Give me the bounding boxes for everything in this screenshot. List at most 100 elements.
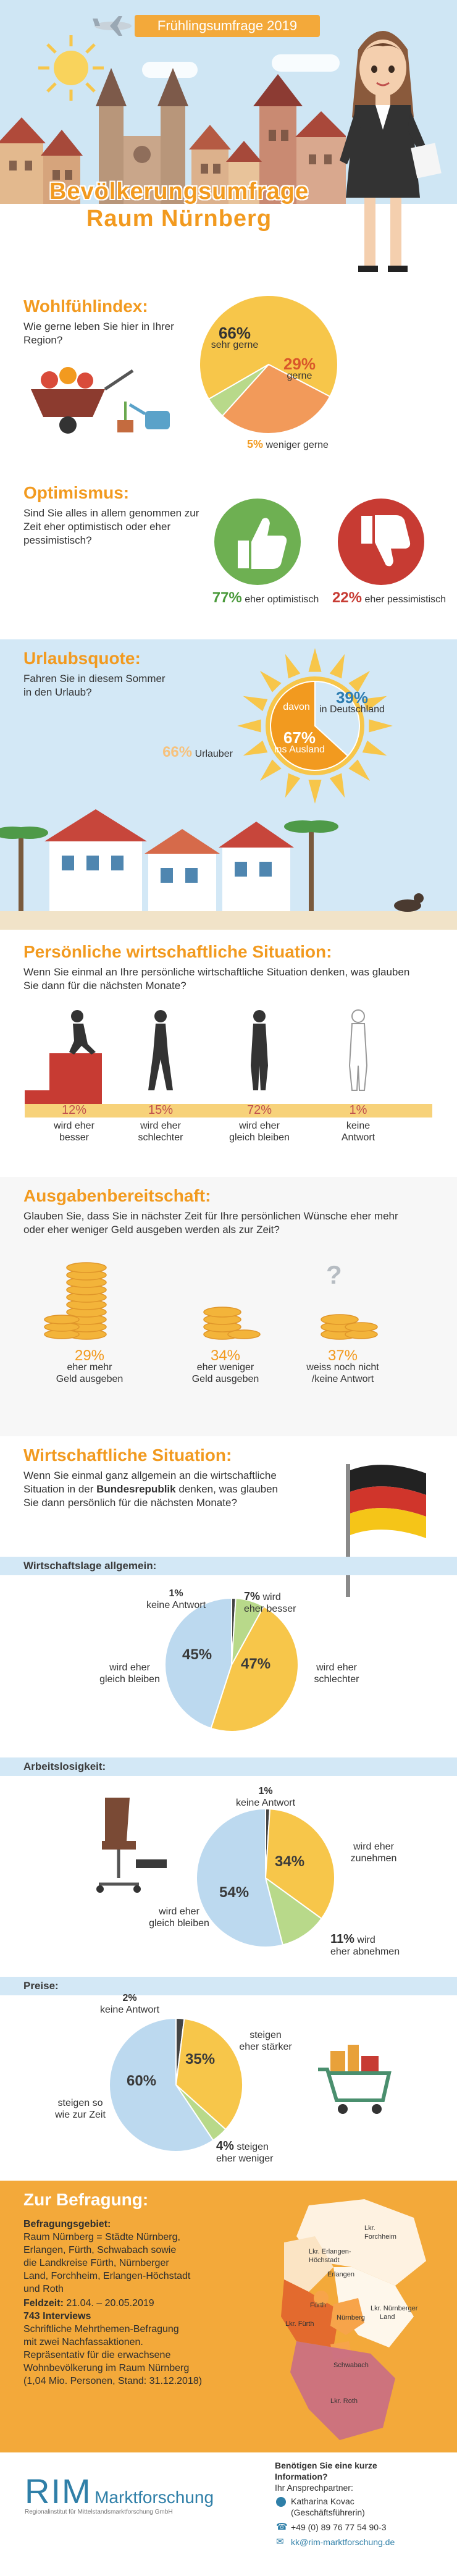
map-fuerth-city: Fürth — [310, 2302, 326, 2309]
sun-ray — [362, 696, 387, 712]
persoenlich-l1: wird eher — [140, 1121, 181, 1131]
persoenlich-question: Wenn Sie einmal an Ihre persönliche wirt… — [23, 966, 410, 991]
preise-weniger-l2: eher weniger — [216, 2153, 274, 2164]
lage-bar — [0, 1557, 457, 1575]
persoenlich-l1: keine — [346, 1121, 371, 1131]
sun-ray — [362, 740, 387, 756]
map-erlangen: Lkr. Erlangen- — [309, 2248, 351, 2255]
preise-weniger: 4% steigen eher weniger — [216, 2140, 303, 2165]
ausgaben-title: Ausgabenbereitschaft: — [23, 1186, 211, 1205]
ausgaben-l2: /keine Antwort — [311, 1374, 374, 1384]
logo-markt: Marktforschung — [94, 2488, 214, 2507]
ausgaben-l1: eher weniger — [196, 1362, 254, 1373]
map-erlangen-city: Erlangen — [327, 2271, 354, 2278]
lage-keine-label: keine Antwort — [146, 1600, 206, 1610]
arbeit-pie-chart — [196, 1808, 335, 1948]
pie-slice-sehr-gerne — [199, 295, 338, 400]
pie-slice-ins-ausland — [270, 680, 349, 771]
wohlfuehl-label-sehr-gerne: 66% sehr gerne — [198, 325, 272, 351]
preise-pct-so: 60% — [127, 2073, 157, 2089]
optimismus-pes: 22% eher pessimistisch — [327, 591, 451, 605]
lage-besser-pct: 7% — [244, 1590, 261, 1602]
pie-slice-gleich — [196, 1808, 284, 1948]
contact-email[interactable]: kk@rim-marktforschung.de — [291, 2537, 395, 2547]
ausgaben-l1: weiss noch nicht — [306, 1362, 379, 1373]
ausgaben-l2: Geld ausgeben — [56, 1374, 124, 1384]
wohlfuehl-cat-sehr-gerne: sehr gerne — [211, 340, 259, 350]
preise-pct-stark: 35% — [185, 2051, 216, 2068]
arbeit-zu-l2: zunehmen — [350, 1853, 397, 1864]
arbeit-ab-pct: 11% — [330, 1932, 354, 1946]
cloud — [142, 62, 198, 78]
map-roth: Lkr. Roth — [330, 2397, 358, 2405]
sun-ray — [285, 654, 301, 679]
preise-stark-l2: eher stärker — [239, 2042, 292, 2052]
preise-pie-chart — [109, 2017, 243, 2152]
contact-role: (Geschäftsführerin) — [291, 2507, 365, 2517]
preise-heading: Preise: — [23, 1980, 59, 1992]
thumbs-up-icon — [214, 499, 301, 585]
sun-ray — [369, 719, 393, 733]
ausgaben-l2: Geld ausgeben — [191, 1374, 259, 1384]
preise-stark-l1: steigen — [249, 2030, 282, 2040]
sun-ray — [329, 773, 345, 798]
urlaub-urlauber-pct: 66% — [162, 744, 193, 760]
ground-strip — [0, 204, 457, 290]
map-lkr-nbg2: Land — [380, 2313, 395, 2321]
businesswoman-illustration — [340, 31, 442, 272]
header-section: Frühlingsumfrage 2019 — [0, 0, 457, 290]
garden-illustration — [31, 367, 170, 434]
gebiet-line: Raum Nürnberg = Städte Nürnberg, — [23, 2232, 180, 2242]
wirtschaft-title: Wirtschaftliche Situation: — [23, 1446, 232, 1465]
persoenlich-figures — [25, 1009, 432, 1118]
optimismus-pes-label: eher pessimistisch — [364, 594, 447, 605]
map-lkr-nbg1: Lkr. Nürnberger — [371, 2305, 418, 2312]
ausgaben-question: Glauben Sie, dass Sie in nächster Zeit f… — [23, 1210, 398, 1235]
persoenlich-pct: 1% — [349, 1103, 367, 1117]
sun-ray — [308, 780, 322, 804]
lage-schlechter-l2: schlechter — [314, 1674, 359, 1685]
sun-ray — [308, 648, 322, 672]
rim-logo: RIM Marktforschung Regionalinstitut für … — [25, 2471, 259, 2515]
preise-bar — [0, 1977, 457, 1995]
wohlfuehl-title: Wohlfühlindex: — [23, 297, 148, 316]
contact-phone[interactable]: +49 (0) 89 76 77 54 90-3 — [291, 2522, 387, 2532]
ausgaben-pct: 37% — [327, 1347, 358, 1364]
arbeit-ab-l2: eher abnehmen — [330, 1947, 400, 1957]
lage-schlechter-l1: wird eher — [316, 1662, 357, 1673]
wirtschaft-question: Wenn Sie einmal ganz allgemein an die wi… — [23, 1469, 332, 1510]
lage-keine-pct: 1% — [169, 1588, 183, 1599]
pie-slice-gleich — [164, 1597, 232, 1729]
arbeit-zu: wird eher zunehmen — [343, 1841, 405, 1864]
preise-so: steigen so wie zur Zeit — [46, 2097, 114, 2121]
arbeit-gleich-l1: wird eher — [159, 1906, 199, 1917]
befragung-text: Befragungsgebiet: Raum Nürnberg = Städte… — [23, 2218, 258, 2388]
persoenlich-item: 15% wird eher schlechter — [124, 1104, 198, 1143]
pie-slice-abnehmen — [264, 1876, 323, 1946]
gebiet-line: die Landkreise Fürth, Nürnberger — [23, 2258, 169, 2268]
feldzeit-heading: Feldzeit: — [23, 2298, 64, 2309]
persoenlich-pct: 12% — [61, 1103, 87, 1117]
thumbs-down-icon — [338, 499, 424, 585]
persoenlich-l1: wird eher — [239, 1121, 280, 1131]
sun-ray — [285, 773, 301, 798]
map-schwabach: Schwabach — [333, 2362, 369, 2369]
map-forchheim1: Lkr. — [364, 2225, 375, 2232]
logo-rim: RIM — [25, 2472, 92, 2511]
ausgaben-pct: 34% — [210, 1347, 241, 1364]
persoenlich-item: 72% wird eher gleich bleiben — [222, 1104, 296, 1143]
lage-pct-gleich: 45% — [182, 1646, 212, 1663]
lage-schlechter: wird eher schlechter — [303, 1662, 371, 1685]
persoenlich-item: 12% wird eher besser — [37, 1103, 111, 1143]
befragung-title: Zur Befragung: — [23, 2190, 149, 2209]
gebiet-line: Land, Forchheim, Erlangen-Höchstadt — [23, 2271, 191, 2281]
map-lkr-fuerth: Lkr. Fürth — [285, 2320, 314, 2328]
urlaub-urlauber: 66% Urlauber — [148, 744, 247, 760]
urlaub-davon: davon — [283, 702, 310, 712]
sun-ray — [243, 696, 268, 712]
coin-stacks-illustration — [44, 1262, 378, 1340]
preise-stark: steigen eher stärker — [232, 2029, 300, 2053]
preise-so-l1: steigen so — [57, 2098, 103, 2108]
persoenlich-l2: gleich bleiben — [229, 1132, 290, 1143]
german-flag-icon — [346, 1464, 426, 1597]
